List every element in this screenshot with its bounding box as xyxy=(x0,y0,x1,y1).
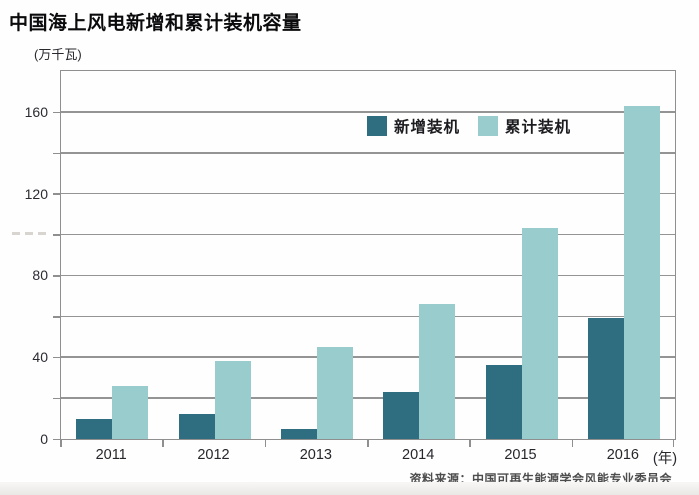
legend-label-new-installed: 新增装机 xyxy=(394,119,461,136)
bar-cumulative-2016 xyxy=(623,105,660,439)
y-axis-tick-80 xyxy=(53,275,60,277)
x-tick-label-2012: 2012 xyxy=(197,447,230,463)
bar-new-2011 xyxy=(76,418,113,439)
bar-cumulative-2012 xyxy=(214,361,251,439)
bar-new-2014 xyxy=(383,391,420,439)
chart-title: 中国海上风电新增和累计装机容量 xyxy=(9,13,302,34)
dash-mark xyxy=(12,232,20,235)
x-axis-tick-0 xyxy=(60,439,62,447)
x-axis-unit-label: (年) xyxy=(652,451,678,467)
y-axis-tick-160 xyxy=(53,111,60,114)
legend-item-cumulative: 累计装机 xyxy=(478,115,571,137)
gridline-100 xyxy=(61,233,675,236)
bar-new-2016 xyxy=(587,318,624,439)
x-tick-label-2013: 2013 xyxy=(299,447,332,463)
gridline-80 xyxy=(61,274,675,277)
legend-swatch-new-installed-icon xyxy=(367,116,387,136)
x-axis-tick-1 xyxy=(162,439,164,447)
legend-label-cumulative: 累计装机 xyxy=(505,119,572,136)
x-axis-tick-5 xyxy=(571,439,574,447)
y-axis-tick-140 xyxy=(53,152,60,155)
x-axis-tick-3 xyxy=(367,439,369,447)
legend-item-new-installed: 新增装机 xyxy=(367,115,460,137)
y-tick-label-120: 120 xyxy=(24,185,48,202)
dash-mark xyxy=(38,232,46,235)
y-tick-label-80: 80 xyxy=(32,267,48,284)
gridline-120 xyxy=(61,192,675,195)
y-axis-unit-label: (万千瓦) xyxy=(34,47,82,62)
x-tick-label-2015: 2015 xyxy=(504,447,537,463)
dash-mark xyxy=(25,232,33,235)
gridline-160 xyxy=(61,111,675,113)
x-tick-label-2016: 2016 xyxy=(606,447,639,463)
bar-new-2015 xyxy=(485,365,522,439)
faint-dashes-artifact xyxy=(12,232,46,235)
y-tick-label-0: 0 xyxy=(40,431,48,447)
gridline-20 xyxy=(61,397,675,399)
bar-new-2012 xyxy=(178,414,215,439)
x-axis-tick-2 xyxy=(264,439,267,447)
y-axis-tick-40 xyxy=(53,356,60,359)
gridline-140 xyxy=(61,152,675,154)
plot-area: 新增装机 累计装机 xyxy=(60,70,676,440)
y-axis-tick-120 xyxy=(53,193,60,195)
gridline-60 xyxy=(61,315,675,318)
bar-cumulative-2015 xyxy=(521,228,558,439)
y-tick-label-40: 40 xyxy=(32,349,48,366)
y-axis-tick-60 xyxy=(53,316,60,318)
legend: 新增装机 累计装机 xyxy=(367,115,571,137)
x-tick-label-2011: 2011 xyxy=(95,447,127,463)
y-axis-tick-100 xyxy=(53,234,60,236)
y-tick-label-160: 160 xyxy=(24,103,48,120)
legend-swatch-cumulative-icon xyxy=(478,116,499,136)
x-tick-label-2014: 2014 xyxy=(402,447,435,463)
y-axis-tick-20 xyxy=(53,397,60,400)
gridline-40 xyxy=(61,356,675,358)
x-axis-tick-6 xyxy=(672,439,674,447)
bar-cumulative-2011 xyxy=(112,385,149,439)
bottom-shading-band xyxy=(0,482,699,495)
bar-cumulative-2014 xyxy=(419,304,456,439)
x-axis-tick-4 xyxy=(469,439,471,447)
y-axis-tick-0 xyxy=(53,438,60,441)
bar-cumulative-2013 xyxy=(316,347,353,439)
bar-new-2013 xyxy=(280,428,317,439)
